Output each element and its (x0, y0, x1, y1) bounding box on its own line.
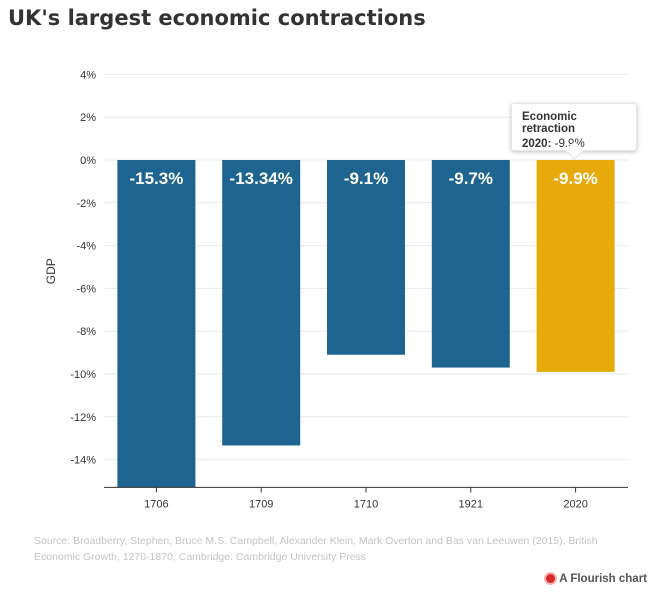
y-axis-label: GDP (44, 258, 58, 284)
y-tick-label: -10% (70, 369, 96, 381)
x-tick-label: 1709 (249, 498, 273, 510)
credit-label: A Flourish chart (559, 573, 647, 585)
bar (222, 160, 301, 446)
tooltip: Economic retraction 2020: -9.9% (511, 103, 637, 151)
y-tick-label: -2% (76, 198, 96, 210)
tooltip-value: -9.9% (554, 138, 585, 150)
x-tick-label: 2020 (563, 498, 587, 510)
y-tick-label: -6% (76, 283, 96, 295)
y-tick-label: 4% (80, 69, 96, 81)
x-tick-label: 1921 (459, 498, 483, 510)
y-tick-label: 0% (80, 155, 96, 167)
data-label: -9.9% (553, 169, 597, 188)
bar (117, 160, 196, 488)
bar (536, 160, 615, 372)
tooltip-key: 2020: (522, 138, 552, 150)
tooltip-title: Economic retraction (522, 111, 577, 135)
y-tick-label: 2% (80, 112, 96, 124)
flourish-logo-icon (546, 574, 556, 584)
bar (327, 160, 405, 355)
x-tick-label: 1710 (354, 498, 378, 510)
data-label: -9.7% (449, 169, 493, 188)
y-tick-label: -14% (70, 455, 96, 467)
y-tick-label: -8% (76, 326, 96, 338)
chart-title: UK's largest economic contractions (8, 6, 426, 30)
y-tick-label: -12% (70, 412, 96, 424)
y-tick-label: -4% (76, 241, 96, 253)
data-label: -9.1% (344, 169, 388, 188)
data-label: -13.34% (230, 169, 293, 188)
bar (431, 160, 510, 368)
x-tick-label: 1706 (144, 498, 168, 510)
source-note: Source: Broadberry, Stephen, Bruce M.S. … (34, 535, 598, 563)
data-label: -15.3% (129, 169, 183, 188)
flourish-credit[interactable]: A Flourish chart (546, 573, 647, 585)
tooltip-body: 2020: -9.9% (522, 138, 626, 150)
